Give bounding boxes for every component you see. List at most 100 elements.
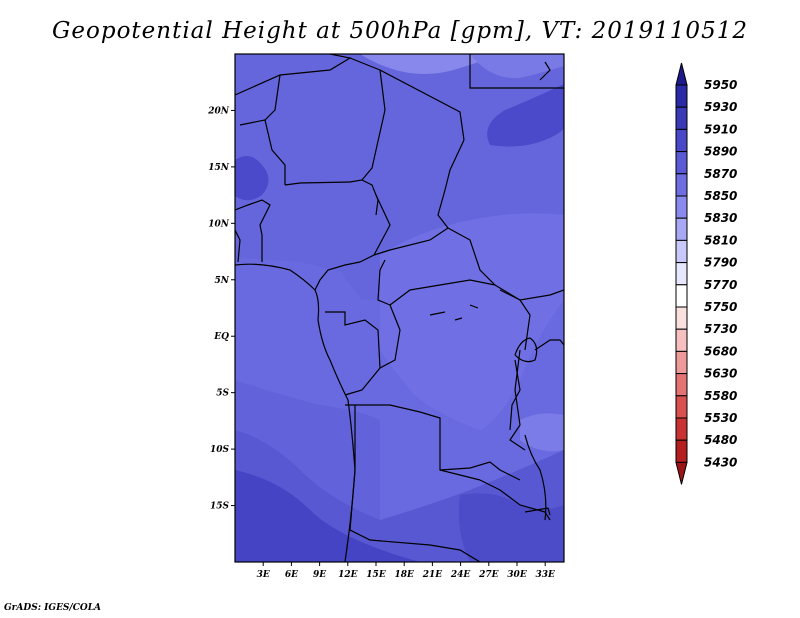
border-congo-drc [344,304,401,396]
river-fragments [429,304,479,321]
border-gabon-congo [325,311,381,369]
border-uganda-west [519,299,531,351]
lat-tick-label: 10S [210,445,230,455]
border-ivory-coast [235,229,241,263]
colorbar-bottom-arrow [675,461,688,485]
colorbar-top-arrow [675,62,688,86]
lon-tick-label: 21E [422,570,443,580]
border-egypt-sudan [469,54,564,89]
border-drc-angola [345,404,481,481]
border-niger-nigeria [284,181,351,186]
lat-tick-label: 5S [216,389,229,399]
colorbar-swatch [675,439,688,463]
border-chad-car [373,227,449,256]
colorbar-swatch [675,106,688,130]
colorbar-label: 5810 [704,233,737,247]
lat-tick-label: 15N [208,163,230,173]
field-high-north [360,54,500,75]
border-cameroon-car [377,259,391,306]
latitude-axis: 20N 15N 10N 5N EQ 5S 10S 15S [207,106,235,512]
colorbar-label: 5480 [704,433,737,447]
colorbar-swatch [675,84,688,108]
lat-tick-label: 5N [215,276,230,286]
colorbar-label: 5750 [704,300,737,314]
colorbar-label: 5580 [704,389,737,403]
lake-malawi-outline [524,434,547,521]
lon-tick-label: 18E [395,570,415,580]
colorbar: 5950 5930 5910 5890 5870 5850 5830 5810 5790 5770… [675,62,737,485]
colorbar-label: 5730 [704,322,737,336]
colorbar-label: 5890 [704,145,737,159]
colorbar-label: 5790 [704,256,737,270]
colorbar-label: 5870 [704,167,737,181]
colorbar-swatch [675,239,688,264]
colorbar-label: 5950 [704,78,737,92]
border-zambia-south [479,479,551,521]
border-niger-libya [349,57,465,141]
lat-tick-label: 10N [208,219,230,229]
lon-tick-label: 33E [536,570,556,580]
lon-tick-label: 6E [285,570,298,580]
border-uganda-north [499,289,521,301]
border-mali-burkina [264,119,286,185]
colorbar-swatch [675,306,688,330]
height-field [235,54,564,562]
field-high-sw [235,470,420,562]
lat-tick-label: 20N [207,106,230,116]
lon-tick-label: 24E [450,570,471,580]
border-niger-chad [349,69,386,183]
lon-tick-label: 9E [313,570,326,580]
colorbar-label: 5770 [704,278,737,292]
colorbar-label: 5830 [704,211,737,225]
lon-tick-label: 27E [478,570,499,580]
field-high-ne [487,84,564,147]
colorbar-label: 5930 [704,100,737,114]
border-cameroon-south [314,261,361,291]
coastline-west [235,263,356,562]
lon-tick-label: 12E [338,570,358,580]
border-ne-corner [539,61,551,81]
colorbar-swatch [675,173,688,197]
colorbar-swatch [675,417,688,441]
field-north-light [470,54,564,79]
colorbar-label: 5430 [704,455,737,469]
field-high-west [235,156,269,201]
field-east-light [520,413,564,452]
border-nigeria-cameroon [359,194,391,263]
border-car-drc [389,279,496,306]
border-tanzania-west [509,349,526,451]
colorbar-swatch [675,195,688,219]
lake-kariba-outline [524,507,551,516]
lat-tick-label: 15S [210,502,230,512]
colorbar-swatch [675,217,688,241]
lake-victoria-outline [514,337,538,363]
lon-tick-label: 15E [366,570,386,580]
country-borders [235,54,564,562]
colorbar-swatch [675,262,688,286]
colorbar-label: 5850 [704,189,737,203]
colorbar-swatch [675,373,688,397]
colorbar-swatch [675,328,688,352]
colorbar-swatch [675,284,688,308]
border-kenya [534,339,564,351]
border-ghana-togo [235,199,271,262]
colorbar-swatch [675,395,688,419]
longitude-axis: 3E 6E 9E 12E 15E 18E 21E 24E 27E 30E 33E [257,562,555,580]
colorbar-label: 5910 [704,122,737,136]
lake-tanganyika-outline [509,359,521,431]
lake-chad-outline [361,179,379,216]
lon-tick-label: 3E [257,570,270,580]
border-mali-mauritania [239,74,281,126]
colorbar-label: 5630 [704,367,737,381]
colorbar-swatch [675,128,688,153]
colorbar-swatch [675,350,688,375]
colorbar-label: 5530 [704,411,737,425]
border-chad-sudan [437,139,465,229]
footer-credit: GrADS: IGES/COLA [4,603,102,613]
border-algeria-mali [235,54,352,96]
lon-tick-label: 30E [507,570,527,580]
colorbar-label: 5680 [704,344,737,358]
plot-frame [234,53,565,563]
lat-tick-label: EQ [213,332,229,342]
